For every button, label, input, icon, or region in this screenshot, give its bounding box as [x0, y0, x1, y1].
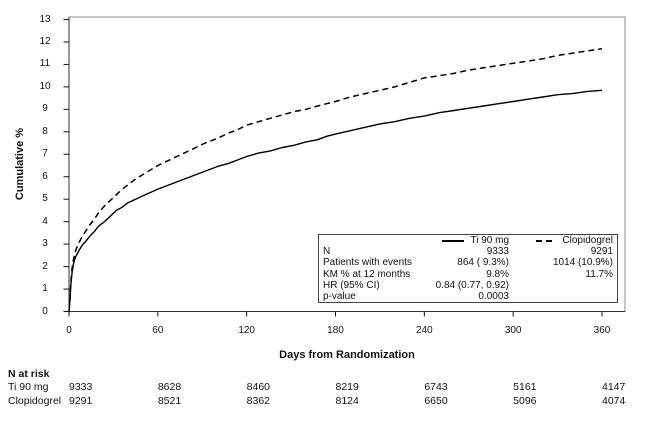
- dashed-line-sample-icon: [536, 239, 557, 242]
- stats-row-hr: HR (95% CI) 0.84 (0.77, 0.92): [323, 280, 613, 291]
- stats-value-ti90: 9333: [486, 246, 509, 258]
- y-tick-label: 12: [39, 35, 51, 47]
- x-tick-label: 0: [66, 325, 72, 336]
- y-tick-label: 8: [42, 125, 48, 137]
- n-at-risk-value: 8521: [157, 394, 182, 407]
- n-at-risk-value: 5161: [513, 381, 537, 393]
- stats-row-label: Patients with events: [323, 257, 412, 269]
- x-axis-title: Days from Randomization: [279, 349, 415, 361]
- n-at-risk-value: 4147: [602, 381, 626, 393]
- n-at-risk-value: 9333: [69, 381, 93, 393]
- n-at-risk-value: 8628: [157, 381, 182, 393]
- y-tick-label: 1: [42, 283, 48, 295]
- x-tick-label: 300: [504, 325, 522, 336]
- stats-value-ti90: 0.84 (0.77, 0.92): [435, 279, 509, 291]
- stats-value-clopidogrel: 1014 (10.9%): [552, 257, 613, 269]
- stats-value-ti90: 9.8%: [486, 268, 509, 280]
- y-tick-label: 4: [42, 215, 48, 227]
- n-at-risk-value: 6743: [424, 381, 448, 393]
- n-at-risk-row-label: Clopidogrel: [8, 394, 62, 407]
- x-tick-label: 180: [327, 325, 344, 336]
- x-tick-label: 60: [152, 325, 164, 336]
- n-at-risk-value: 8219: [335, 381, 359, 393]
- stats-row-km12: KM % at 12 months 9.8% 11.7%: [323, 269, 613, 280]
- x-tick-label: 240: [415, 325, 433, 336]
- stats-row-n: N 9333 9291: [323, 246, 613, 257]
- n-at-risk-value: 8460: [246, 381, 271, 393]
- y-tick-label: 6: [42, 170, 48, 182]
- y-tick-label: 3: [42, 238, 48, 250]
- n-at-risk-value: 8124: [335, 394, 359, 407]
- n-at-risk-value: 9291: [69, 394, 93, 407]
- curve-ti-90-mg: [68, 89, 603, 312]
- n-at-risk-value: 5096: [513, 394, 537, 407]
- stats-row-pvalue: p-value 0.0003: [323, 291, 613, 302]
- n-at-risk-value: 6650: [424, 394, 448, 407]
- y-axis-title: Cumulative %: [14, 127, 26, 201]
- stats-value-ti90: 864 ( 9.3%): [457, 257, 509, 269]
- y-tick-label: 2: [42, 260, 48, 272]
- y-tick-label: 7: [42, 148, 48, 160]
- y-tick-label: 13: [39, 13, 51, 25]
- curve-clopidogrel: [68, 47, 603, 312]
- legend-series-1-name: Ti 90 mg: [470, 235, 509, 247]
- x-tick-label: 120: [238, 325, 255, 336]
- legend-header-row: Ti 90 mg Clopidogrel: [323, 235, 613, 246]
- y-tick-label: 10: [39, 80, 51, 92]
- n-at-risk-value: 4074: [602, 394, 626, 407]
- stats-row-label: KM % at 12 months: [323, 268, 411, 280]
- n-at-risk-title: N at risk: [8, 368, 50, 380]
- legend-entry-ti90: Ti 90 mg: [421, 235, 509, 246]
- legend-series-2-name: Clopidogrel: [562, 235, 613, 247]
- stats-row-events: Patients with events 864 ( 9.3%) 1014 (1…: [323, 257, 613, 268]
- y-tick-label: 0: [42, 305, 48, 317]
- stats-value-clopidogrel: 9291: [590, 246, 613, 258]
- stats-row-label: HR (95% CI): [323, 279, 380, 291]
- stats-row-label: p-value: [323, 290, 356, 302]
- n-at-risk-row-label: Ti 90 mg: [8, 381, 49, 393]
- y-tick-label: 5: [42, 193, 48, 205]
- solid-line-sample-icon: [442, 239, 465, 242]
- legend-entry-clopidogrel: Clopidogrel: [509, 235, 613, 246]
- x-tick-label: 360: [593, 325, 611, 336]
- legend-stats-box: Ti 90 mg Clopidogrel N 9333 9291 Patient…: [318, 234, 618, 303]
- n-at-risk-value: 8362: [246, 394, 271, 407]
- y-tick-label: 9: [42, 103, 48, 115]
- stats-value-ti90: 0.0003: [478, 290, 509, 302]
- stats-value-clopidogrel: 11.7%: [585, 268, 613, 280]
- stats-row-label: N: [323, 246, 331, 258]
- y-tick-label: 11: [39, 58, 51, 70]
